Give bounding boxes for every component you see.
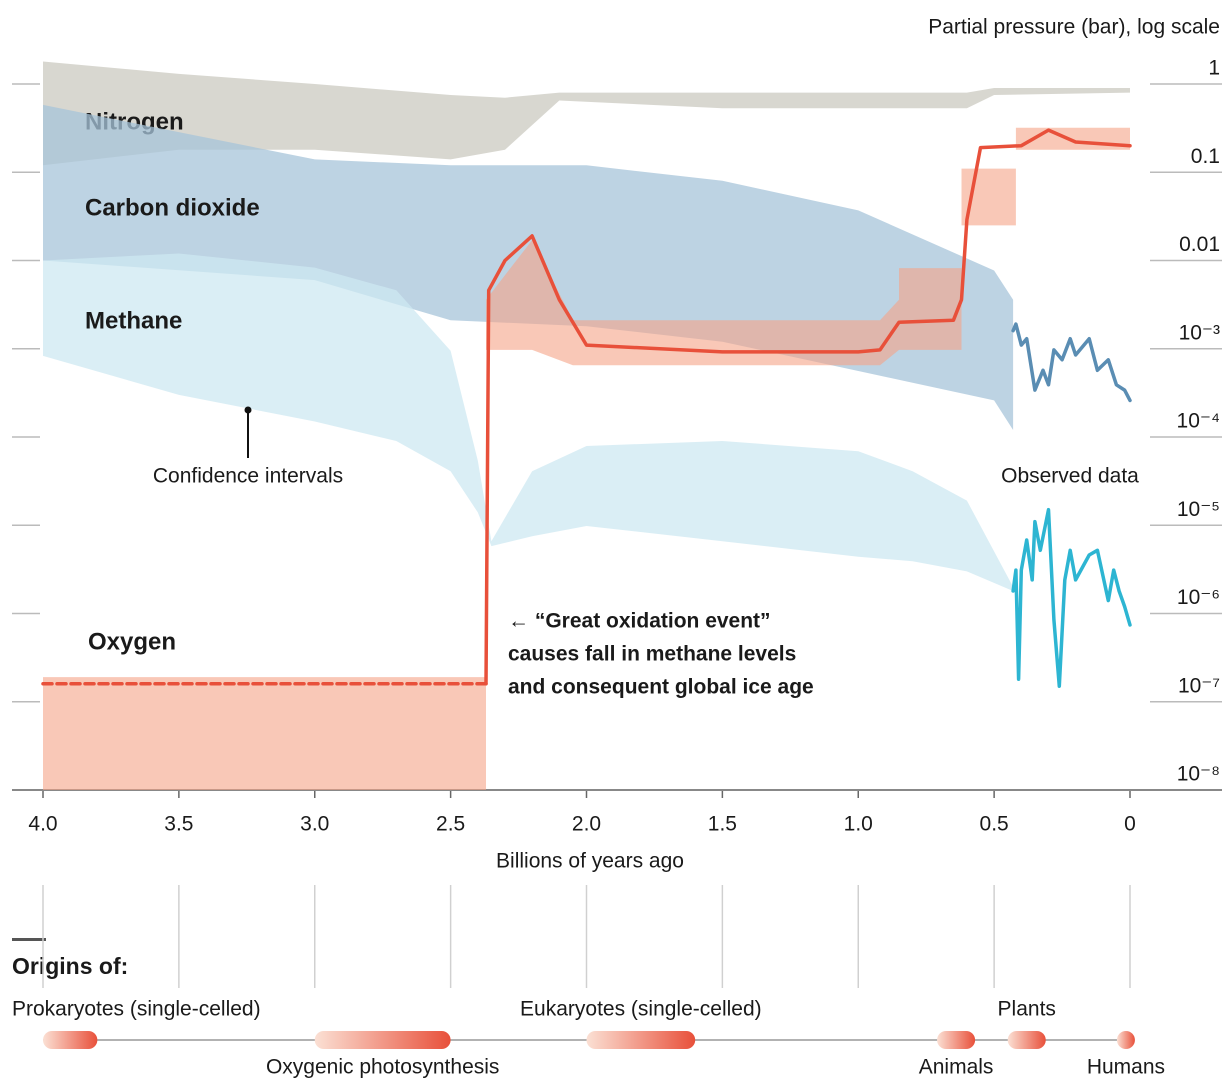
series-label: Oxygen — [88, 628, 176, 655]
y-tick-label: 10⁻⁴ — [1177, 410, 1220, 433]
x-tick-label: 3.5 — [164, 813, 193, 836]
confidence-band — [43, 61, 1130, 166]
x-tick-label: 0 — [1124, 813, 1136, 836]
y-tick-label: 10⁻³ — [1179, 321, 1220, 344]
y-tick-label: 10⁻⁵ — [1177, 498, 1220, 521]
callout-line: and consequent global ice age — [508, 676, 814, 699]
callout-line: causes fall in methane levels — [508, 643, 796, 666]
origin-label: Animals — [919, 1056, 994, 1079]
confidence-band — [43, 253, 1014, 591]
y-tick-label: 10⁻⁸ — [1177, 763, 1220, 786]
series-label: Carbon dioxide — [85, 194, 260, 221]
x-tick-label: 1.5 — [708, 813, 737, 836]
x-axis-label: Billions of years ago — [496, 850, 684, 873]
origin-bar — [1116, 1031, 1135, 1049]
origin-label: Humans — [1087, 1056, 1165, 1079]
x-tick-label: 4.0 — [28, 813, 57, 836]
origin-label: Plants — [998, 998, 1056, 1021]
x-tick-label: 1.0 — [844, 813, 873, 836]
y-tick-label: 1 — [1208, 57, 1220, 80]
x-tick-label: 0.5 — [980, 813, 1009, 836]
y-tick-label: 0.01 — [1179, 233, 1220, 256]
x-tick-label: 2.0 — [572, 813, 601, 836]
plot-layer — [12, 83, 1222, 988]
y-tick-label: 0.1 — [1191, 145, 1220, 168]
origin-bar — [314, 1031, 451, 1049]
y-tick-label: 10⁻⁶ — [1177, 586, 1220, 609]
annotation: Confidence intervals — [153, 465, 343, 488]
annotation-dot — [244, 406, 252, 414]
series-line — [484, 128, 1132, 686]
series-line — [1011, 507, 1132, 688]
series-label: Methane — [85, 307, 182, 334]
origin-bar — [43, 1031, 98, 1049]
x-tick-label: 3.0 — [300, 813, 329, 836]
origin-bar — [1007, 1031, 1046, 1049]
origin-label: Oxygenic photosynthesis — [266, 1056, 499, 1079]
confidence-band — [43, 127, 1130, 790]
y-axis-label: Partial pressure (bar), log scale — [928, 16, 1220, 39]
origin-label: Prokaryotes (single-celled) — [12, 998, 261, 1021]
origin-bar — [586, 1031, 696, 1049]
y-tick-label: 10⁻⁷ — [1178, 674, 1220, 697]
x-tick-label: 2.5 — [436, 813, 465, 836]
series-line — [1011, 322, 1132, 403]
origin-bar — [937, 1031, 976, 1049]
origins-title: Origins of: — [12, 953, 128, 979]
origin-label: Eukaryotes (single-celled) — [520, 998, 762, 1021]
callout-line: ← “Great oxidation event” — [508, 610, 771, 633]
decoration — [12, 938, 46, 941]
annotation: Observed data — [1001, 465, 1139, 488]
